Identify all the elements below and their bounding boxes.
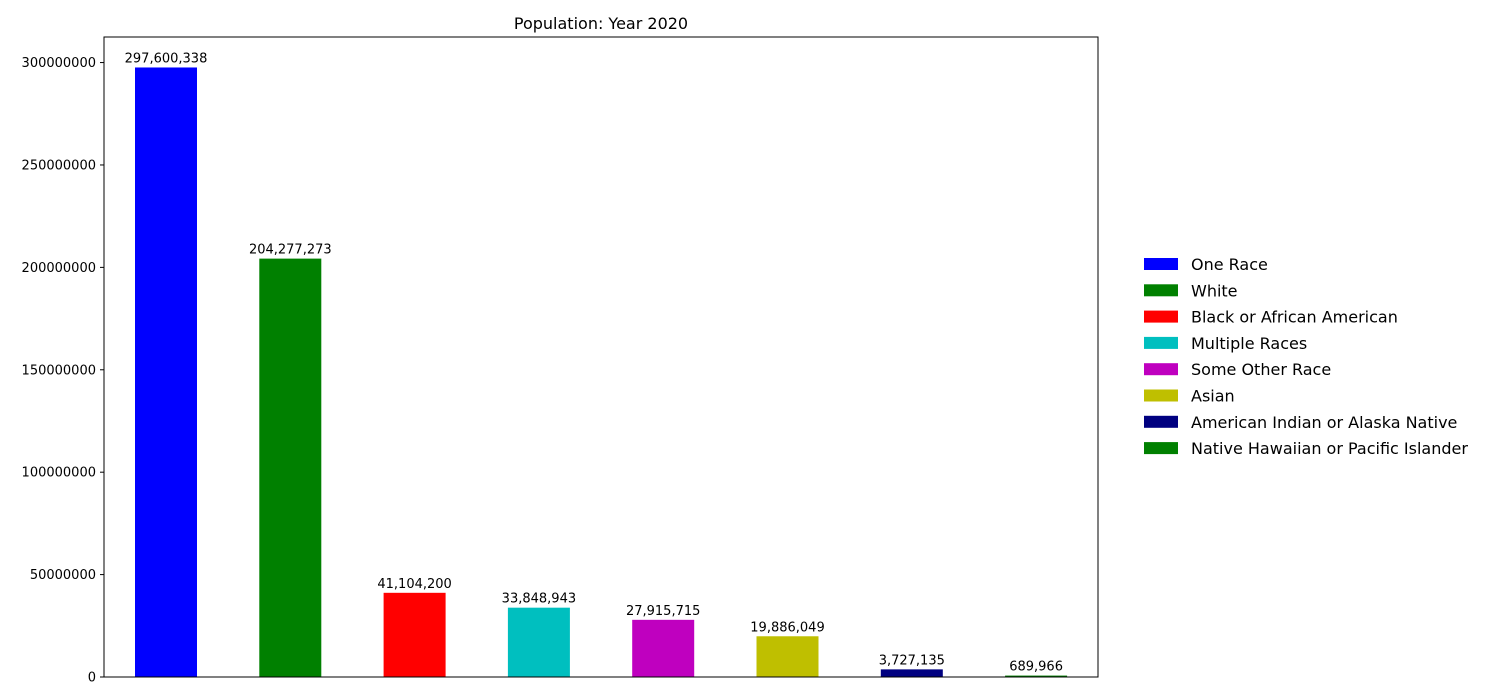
bar-value-label: 204,277,273 bbox=[249, 243, 332, 258]
legend-swatch bbox=[1144, 442, 1178, 455]
legend-label: Multiple Races bbox=[1191, 334, 1307, 353]
legend-swatch bbox=[1144, 336, 1178, 349]
y-tick-label: 100000000 bbox=[22, 466, 96, 481]
bar-value-label: 689,966 bbox=[1009, 660, 1063, 675]
legend-swatch bbox=[1144, 258, 1178, 270]
legend-label: Black or African American bbox=[1191, 308, 1398, 327]
legend-label: White bbox=[1191, 281, 1238, 300]
bar-value-label: 3,727,135 bbox=[879, 653, 945, 668]
bar-asian bbox=[756, 636, 819, 677]
legend: One Race White Black or African American Mu… bbox=[1144, 255, 1468, 458]
data-labels-group: 297,600,338 204,277,273 41,104,200 33,848,9… bbox=[125, 51, 1063, 674]
bars-group bbox=[135, 67, 1068, 677]
bar-american-indian-or-alaska-native bbox=[880, 669, 943, 677]
legend-label: One Race bbox=[1191, 255, 1268, 274]
legend-swatch bbox=[1144, 363, 1178, 376]
bar-white bbox=[259, 258, 322, 677]
bar-value-label: 19,886,049 bbox=[750, 620, 824, 635]
y-tick-label: 250000000 bbox=[22, 158, 96, 173]
bar-black-or-african-american bbox=[383, 592, 446, 677]
y-tick-label: 0 bbox=[88, 671, 96, 686]
legend-swatch bbox=[1144, 415, 1178, 428]
plot-frame bbox=[103, 36, 1099, 678]
bar-one-race bbox=[135, 67, 197, 677]
bar-native-hawaiian-or-pacific-islander bbox=[1005, 675, 1068, 677]
legend-swatch bbox=[1144, 284, 1178, 297]
bar-value-label: 33,848,943 bbox=[502, 592, 576, 607]
y-tick-label: 200000000 bbox=[22, 261, 96, 276]
bar-multiple-races bbox=[507, 607, 570, 677]
legend-label: Native Hawaiian or Pacific Islander bbox=[1191, 439, 1468, 458]
y-tick-label: 150000000 bbox=[22, 363, 96, 378]
bar-value-label: 297,600,338 bbox=[125, 51, 208, 66]
bar-value-label: 27,915,715 bbox=[626, 604, 700, 619]
legend-label: American Indian or Alaska Native bbox=[1191, 413, 1457, 432]
legend-label: Asian bbox=[1191, 387, 1235, 406]
y-tick-label: 300000000 bbox=[22, 56, 96, 71]
legend-label: Some Other Race bbox=[1191, 360, 1331, 379]
y-tick-label: 50000000 bbox=[30, 568, 96, 583]
legend-swatch bbox=[1144, 389, 1178, 402]
y-axis: 0 50000000 100000000 150000000 200000000 2500… bbox=[22, 56, 104, 686]
chart-title: Population: Year 2020 bbox=[514, 14, 688, 33]
legend-swatch bbox=[1144, 310, 1178, 323]
bar-some-other-race bbox=[632, 619, 695, 677]
bar-value-label: 41,104,200 bbox=[377, 577, 451, 592]
